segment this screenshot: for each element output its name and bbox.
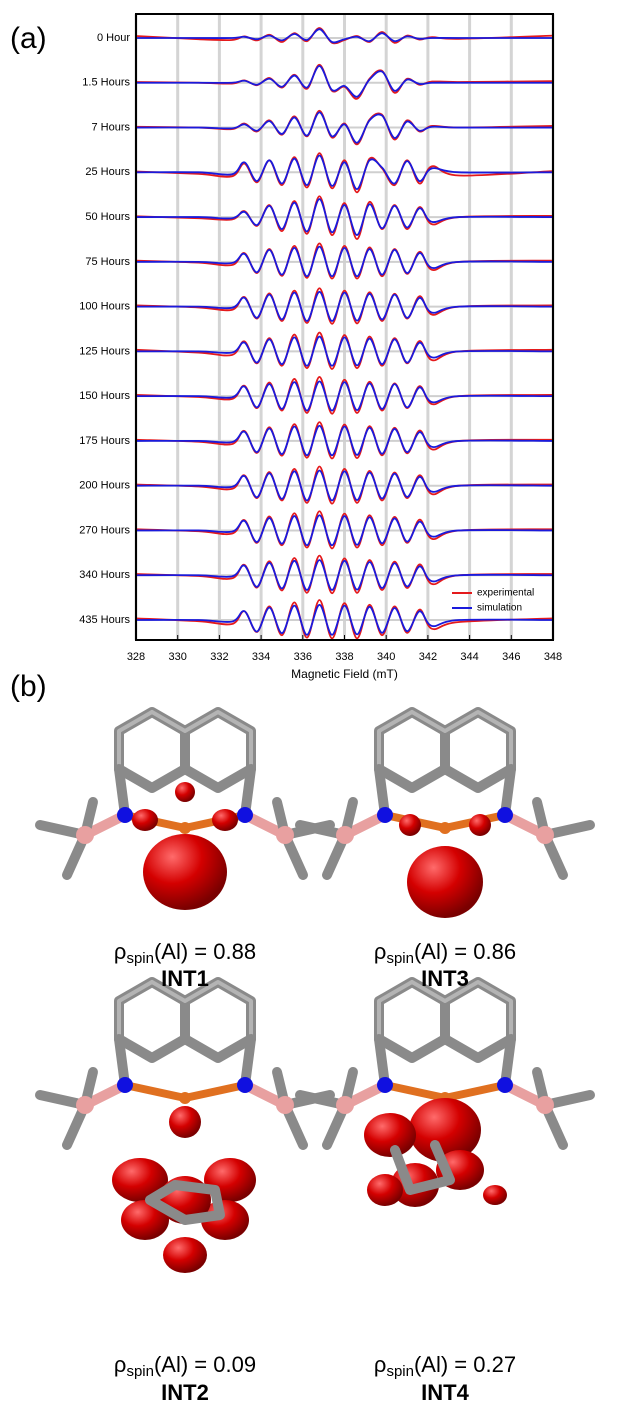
row-label: 25 Hours	[85, 166, 130, 178]
rho-symbol: ρ	[374, 939, 387, 964]
row-label: 75 Hours	[85, 256, 130, 268]
simulation-trace	[135, 245, 554, 278]
x-tick-label: 330	[169, 651, 187, 663]
row-label: 270 Hours	[79, 524, 130, 536]
row-label: 0 Hour	[97, 32, 130, 44]
row-label: 100 Hours	[79, 301, 130, 313]
structure-name: INT3	[421, 966, 469, 991]
x-tick-label: 340	[377, 651, 395, 663]
simulation-trace	[135, 559, 554, 591]
x-tick-label: 344	[460, 651, 478, 663]
subscript: spin	[386, 950, 414, 967]
spin-density: ρspin(Al) = 0.27	[374, 1352, 516, 1380]
subscript: spin	[126, 950, 154, 967]
simulation-trace	[135, 290, 554, 322]
structure-int3	[300, 712, 590, 918]
rho-symbol: ρ	[114, 939, 127, 964]
plot-frame	[135, 13, 554, 641]
x-tick-label: 332	[210, 651, 228, 663]
legend-label: experimental	[477, 588, 534, 599]
row-label: 50 Hours	[85, 211, 130, 223]
spectra-plot: 328 330 332 334 336 338 340 342 344 346 348 Magneti…	[79, 14, 562, 681]
simulation-trace	[135, 514, 554, 547]
row-label: 200 Hours	[79, 480, 130, 492]
structure-int4	[300, 982, 590, 1207]
subscript: spin	[126, 1363, 154, 1380]
spin-value: (Al) = 0.27	[414, 1352, 516, 1377]
row-label: 340 Hours	[79, 569, 130, 581]
row-label: 175 Hours	[79, 435, 130, 447]
row-label: 125 Hours	[79, 345, 130, 357]
simulation-trace	[135, 198, 554, 236]
simulation-trace	[135, 28, 553, 44]
spin-value: (Al) = 0.09	[154, 1352, 256, 1377]
simulation-trace	[135, 154, 554, 191]
x-tick-label: 338	[335, 651, 353, 663]
spin-value: (Al) = 0.86	[414, 939, 516, 964]
legend-label: simulation	[477, 603, 522, 614]
rho-symbol: ρ	[374, 1352, 387, 1377]
rho-symbol: ρ	[114, 1352, 127, 1377]
spin-density: ρspin(Al) = 0.86	[374, 939, 516, 967]
x-tick-label: 342	[419, 651, 437, 663]
row-label: 7 Hours	[91, 121, 130, 133]
x-tick-label: 336	[294, 651, 312, 663]
structure-name: INT4	[421, 1380, 469, 1405]
structure-name: INT1	[161, 966, 209, 991]
x-tick-label: 328	[127, 651, 145, 663]
simulation-trace	[136, 65, 553, 98]
x-tick-label: 346	[502, 651, 520, 663]
simulation-trace	[135, 380, 554, 412]
simulation-trace	[135, 424, 554, 457]
panel-label: (b)	[10, 670, 47, 703]
structure-name: INT2	[161, 1380, 209, 1405]
simulation-trace	[135, 603, 554, 636]
subscript: spin	[386, 1363, 414, 1380]
simulation-trace	[135, 469, 554, 502]
spin-density: ρspin(Al) = 0.09	[114, 1352, 256, 1380]
structure-int2	[40, 982, 330, 1273]
row-label: 435 Hours	[79, 614, 130, 626]
x-tick-label: 348	[544, 651, 562, 663]
simulation-trace	[135, 111, 554, 144]
row-label: 150 Hours	[79, 390, 130, 402]
x-axis-label: Magnetic Field (mT)	[291, 667, 398, 681]
spin-density: ρspin(Al) = 0.88	[114, 939, 256, 967]
row-label: 1.5 Hours	[82, 77, 130, 89]
structure-int1	[40, 712, 330, 910]
simulation-trace	[135, 335, 554, 367]
spin-value: (Al) = 0.88	[154, 939, 256, 964]
panel-label: (a)	[10, 22, 47, 55]
x-tick-label: 334	[252, 651, 270, 663]
